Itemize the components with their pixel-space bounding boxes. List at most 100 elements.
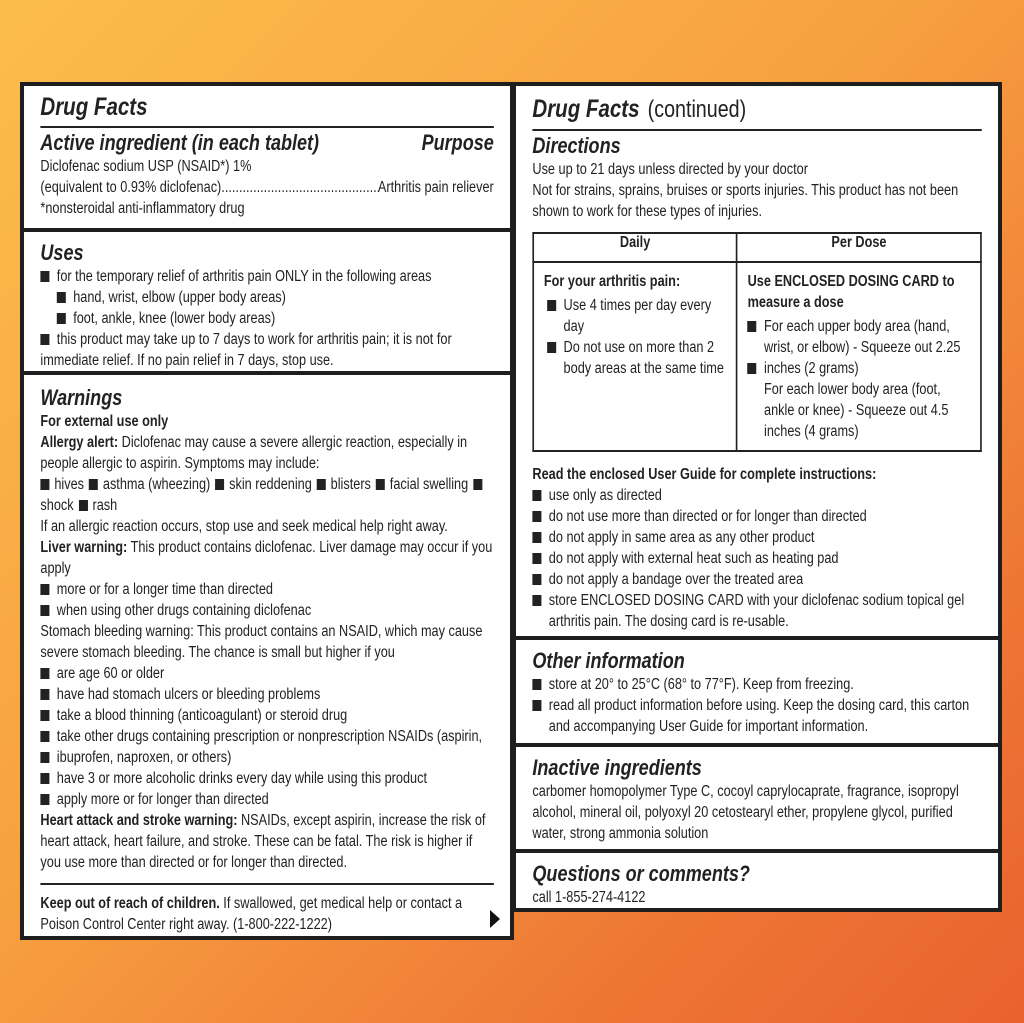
- bullet-icon: [40, 584, 50, 595]
- list-item-text: apply more or for longer than directed: [56, 791, 269, 808]
- bullet-icon: [532, 595, 542, 606]
- list-item-text: are age 60 or older: [56, 665, 165, 682]
- bullet-icon: [56, 313, 66, 324]
- bullet-icon: [316, 479, 326, 490]
- list-item-text: store ENCLOSED DOSING CARD with your dic…: [548, 592, 965, 630]
- divider: [40, 126, 494, 128]
- warning-paragraph: For external use only: [40, 411, 493, 432]
- purpose-heading: Purpose: [421, 130, 494, 155]
- list-item-text: this product may take up to 7 days to wo…: [40, 331, 452, 369]
- triangle-right-icon: [490, 910, 500, 928]
- uses-section: Uses for the temporary relief of arthrit…: [24, 228, 510, 371]
- daily-heading: For your arthritis pain:: [543, 273, 681, 290]
- directions-line: Not for strains, sprains, bruises or spo…: [532, 182, 959, 220]
- list-item-text: read all product information before usin…: [548, 697, 970, 735]
- other-information-heading: Other information: [532, 648, 685, 673]
- symptom-list: hives asthma (wheezing) skin reddening blis…: [40, 474, 493, 516]
- list-item-text: hand, wrist, elbow (upper body areas): [73, 289, 286, 306]
- symptom: rash: [92, 497, 118, 514]
- divider: [40, 883, 494, 885]
- bullet-icon: [78, 500, 88, 511]
- ingredient-equivalent: (equivalent to 0.93% diclofenac): [40, 179, 222, 196]
- symptom: hives: [54, 476, 85, 493]
- bullet-icon: [40, 605, 50, 616]
- list-item-text: do not use more than directed or for lon…: [548, 508, 867, 525]
- list-item-text: store at 20° to 25°C (68° to 77°F). Keep…: [548, 676, 854, 693]
- list-item: do not apply with external heat such as …: [532, 548, 981, 569]
- list-item: do not use more than directed or for lon…: [532, 506, 981, 527]
- list-item-text: more or for a longer time than directed: [56, 581, 273, 598]
- list-item: more or for a longer time than directed: [40, 579, 493, 600]
- list-item-text: for the temporary relief of arthritis pa…: [56, 268, 432, 285]
- footnote: *nonsteroidal anti-inflammatory drug: [40, 200, 245, 217]
- list-item: For each upper body area (hand, wrist, o…: [747, 316, 971, 358]
- warnings-heading: Warnings: [40, 385, 123, 410]
- bullet-icon: [532, 490, 542, 501]
- bullet-icon: [56, 292, 66, 303]
- warning-paragraph: If an allergic reaction occurs, stop use…: [40, 516, 493, 537]
- keep-out-of-reach: Keep out of reach of children. If swallo…: [40, 893, 493, 935]
- list-item: when using other drugs containing diclof…: [40, 600, 493, 621]
- warning-lead: Heart attack and stroke warning:: [40, 812, 238, 829]
- title-suffix: (continued): [647, 96, 747, 123]
- warning-text: NSAIDs, except aspirin, increase the ris…: [40, 812, 486, 871]
- list-item-text: foot, ankle, knee (lower body areas): [73, 310, 276, 327]
- list-item: apply more or for longer than directed: [40, 789, 493, 810]
- bullet-icon: [547, 300, 557, 311]
- guide-heading: Read the enclosed User Guide for complet…: [532, 466, 877, 483]
- list-item: store ENCLOSED DOSING CARD with your dic…: [532, 590, 981, 632]
- warning-paragraph: Allergy alert: Diclofenac may cause a se…: [40, 432, 493, 474]
- list-item-text: do not apply with external heat such as …: [548, 550, 839, 567]
- list-item-text: do not apply in same area as any other p…: [548, 529, 815, 546]
- bullet-icon: [40, 731, 50, 742]
- warning-text: This product contains diclofenac. Liver …: [40, 539, 493, 577]
- warning-text: If an allergic reaction occurs, stop use…: [40, 518, 448, 535]
- phone-number: call 1-855-274-4122: [532, 889, 646, 906]
- bullet-icon: [40, 668, 50, 679]
- list-item: For each lower body area (foot, ankle or…: [763, 381, 949, 440]
- uses-heading: Uses: [40, 240, 84, 265]
- list-item-text: use only as directed: [548, 487, 662, 504]
- header-daily: Daily: [532, 232, 738, 263]
- bullet-icon: [40, 479, 50, 490]
- list-item: Do not use on more than 2 body areas at …: [544, 337, 726, 379]
- bullet-icon: [532, 700, 542, 711]
- questions-section: Questions or comments? call 1-855-274-41…: [516, 849, 998, 908]
- purpose-value: Arthritis pain reliever: [377, 179, 494, 196]
- bullet-icon: [532, 511, 542, 522]
- list-item: take other drugs containing prescription…: [40, 726, 493, 747]
- drug-facts-panel-right: Drug Facts (continued) Directions Use up …: [512, 82, 1002, 912]
- active-ingredient-label: Active ingredient (in each tablet): [40, 130, 320, 155]
- inactive-ingredients-section: Inactive ingredients carbomer homopolyme…: [516, 743, 998, 849]
- warning-lead: Allergy alert:: [40, 434, 119, 451]
- bullet-icon: [473, 479, 483, 490]
- bullet-icon: [375, 479, 385, 490]
- list-item: store at 20° to 25°C (68° to 77°F). Keep…: [532, 674, 981, 695]
- symptom: shock: [40, 497, 74, 514]
- drug-facts-continued-title: Drug Facts (continued): [532, 94, 981, 125]
- list-item: this product may take up to 7 days to wo…: [40, 329, 493, 371]
- bullet-icon: [40, 752, 50, 763]
- divider: [532, 129, 982, 131]
- bullet-icon: [532, 532, 542, 543]
- list-item-text: have 3 or more alcoholic drinks every da…: [56, 770, 427, 787]
- active-ingredient-section: Drug Facts Active ingredient (in each ta…: [24, 86, 510, 228]
- bullet-icon: [532, 574, 542, 585]
- list-item: Use 4 times per day every day: [544, 295, 726, 337]
- other-information-section: Other information store at 20° to 25°C (…: [516, 636, 998, 743]
- list-item-text: do not apply a bandage over the treated …: [548, 571, 804, 588]
- bullet-icon: [40, 334, 50, 345]
- directions-section: Drug Facts (continued) Directions Use up …: [516, 86, 998, 636]
- active-ingredient-heading: Active ingredient (in each tablet) Purpo…: [40, 130, 493, 156]
- dosing-table: Daily Per Dose For your arthritis pain: U…: [532, 232, 982, 452]
- list-item: take a blood thinning (anticoagulant) or…: [40, 705, 493, 726]
- bullet-icon: [532, 679, 542, 690]
- directions-heading: Directions: [532, 133, 621, 158]
- list-item-text: ibuprofen, naproxen, or others): [56, 749, 232, 766]
- dot-leader: [221, 177, 378, 198]
- bullet-icon: [40, 271, 50, 282]
- inactive-ingredients-heading: Inactive ingredients: [532, 755, 702, 780]
- list-item: ibuprofen, naproxen, or others): [40, 747, 493, 768]
- list-item: inches (2 grams): [747, 358, 971, 379]
- active-ingredient-purpose-row: (equivalent to 0.93% diclofenac) Arthrit…: [40, 177, 493, 198]
